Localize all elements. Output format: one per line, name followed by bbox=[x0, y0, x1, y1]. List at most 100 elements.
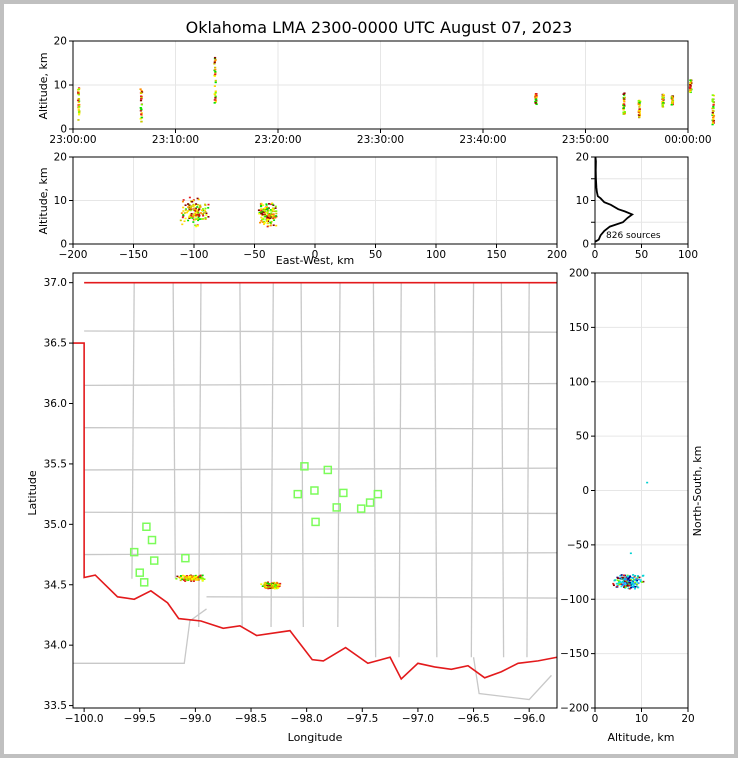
ns-ytick-label: 150 bbox=[569, 322, 589, 334]
ew-xtick-label: −100 bbox=[180, 249, 209, 261]
county-line bbox=[206, 596, 558, 599]
ew-xtick-label: 0 bbox=[312, 249, 319, 261]
source-point bbox=[265, 587, 268, 589]
source-point bbox=[194, 215, 197, 218]
source-point bbox=[689, 79, 692, 82]
source-point bbox=[711, 98, 715, 101]
map-ytick-label: 34.5 bbox=[44, 579, 67, 591]
source-point bbox=[627, 579, 630, 582]
source-point bbox=[77, 92, 80, 94]
source-point bbox=[266, 586, 269, 589]
county-line bbox=[270, 282, 274, 628]
source-point bbox=[267, 215, 270, 217]
source-point bbox=[190, 576, 193, 579]
source-point bbox=[198, 218, 201, 220]
source-point bbox=[213, 85, 216, 87]
source-point bbox=[634, 582, 637, 585]
source-point bbox=[612, 582, 615, 585]
source-point bbox=[270, 220, 273, 223]
source-point bbox=[534, 100, 537, 103]
source-point bbox=[202, 214, 205, 217]
source-point bbox=[622, 99, 626, 102]
source-point bbox=[189, 577, 192, 580]
source-point bbox=[276, 587, 279, 589]
source-point bbox=[264, 206, 267, 209]
source-point bbox=[258, 211, 261, 214]
source-point bbox=[267, 220, 270, 223]
source-point bbox=[198, 206, 201, 209]
source-point bbox=[263, 207, 266, 210]
source-point bbox=[662, 93, 665, 96]
source-point bbox=[196, 224, 199, 227]
source-point bbox=[213, 62, 216, 65]
source-point bbox=[632, 579, 635, 582]
time-ytick-label: 0 bbox=[60, 124, 67, 136]
map-ytick-label: 35.5 bbox=[44, 458, 67, 470]
source-point bbox=[271, 586, 274, 589]
ew-xtick-label: 150 bbox=[486, 249, 506, 261]
source-point bbox=[261, 213, 264, 216]
source-point bbox=[194, 204, 197, 206]
source-point bbox=[190, 200, 193, 203]
source-point bbox=[260, 209, 263, 211]
source-point bbox=[140, 89, 143, 92]
source-point bbox=[77, 109, 80, 111]
source-point bbox=[261, 217, 264, 220]
source-point bbox=[140, 103, 143, 106]
source-point bbox=[261, 210, 264, 213]
source-point bbox=[616, 584, 619, 587]
source-point bbox=[688, 86, 692, 88]
source-point bbox=[139, 95, 143, 98]
source-point bbox=[189, 575, 192, 578]
source-point bbox=[192, 214, 195, 216]
county-line bbox=[398, 282, 402, 658]
ns-xtick-label: 20 bbox=[681, 713, 694, 725]
source-point bbox=[257, 209, 260, 212]
source-point bbox=[272, 581, 275, 584]
source-point bbox=[192, 203, 195, 206]
source-point bbox=[214, 66, 217, 69]
source-point bbox=[260, 216, 263, 219]
source-point bbox=[194, 218, 197, 220]
source-point bbox=[638, 109, 641, 111]
source-point bbox=[712, 113, 715, 116]
source-point bbox=[671, 101, 674, 103]
time-xtick-label: 23:20:00 bbox=[254, 134, 301, 146]
source-point bbox=[195, 207, 198, 210]
source-point bbox=[196, 203, 199, 206]
source-point bbox=[265, 586, 268, 588]
figure-frame: Oklahoma LMA 2300-0000 UTC August 07, 20… bbox=[4, 4, 734, 754]
source-point bbox=[140, 120, 143, 123]
time-ytick-label: 20 bbox=[54, 36, 67, 48]
source-point bbox=[637, 103, 640, 106]
source-point bbox=[266, 582, 269, 584]
source-point bbox=[620, 574, 623, 576]
source-point bbox=[204, 210, 207, 213]
source-point bbox=[271, 585, 274, 588]
source-point bbox=[629, 575, 632, 578]
source-point bbox=[203, 578, 206, 580]
source-point bbox=[262, 218, 265, 220]
source-point bbox=[270, 203, 273, 206]
source-point bbox=[186, 575, 189, 577]
source-point bbox=[616, 579, 619, 581]
source-point bbox=[140, 92, 143, 94]
ew-frame bbox=[72, 156, 558, 245]
source-point bbox=[661, 97, 664, 99]
source-point bbox=[187, 210, 190, 212]
map-ytick-label: 36.0 bbox=[44, 398, 67, 410]
source-point bbox=[180, 212, 183, 214]
source-point bbox=[190, 580, 193, 582]
source-point bbox=[271, 214, 274, 217]
source-point bbox=[623, 96, 626, 99]
source-point bbox=[627, 577, 630, 579]
source-point bbox=[712, 107, 715, 110]
source-point bbox=[77, 93, 80, 95]
source-point bbox=[271, 210, 274, 213]
source-point bbox=[197, 209, 200, 212]
source-point bbox=[636, 575, 639, 577]
county-line bbox=[84, 427, 558, 430]
source-point bbox=[198, 214, 201, 217]
source-point bbox=[192, 580, 195, 582]
lma-station-marker bbox=[323, 465, 333, 475]
